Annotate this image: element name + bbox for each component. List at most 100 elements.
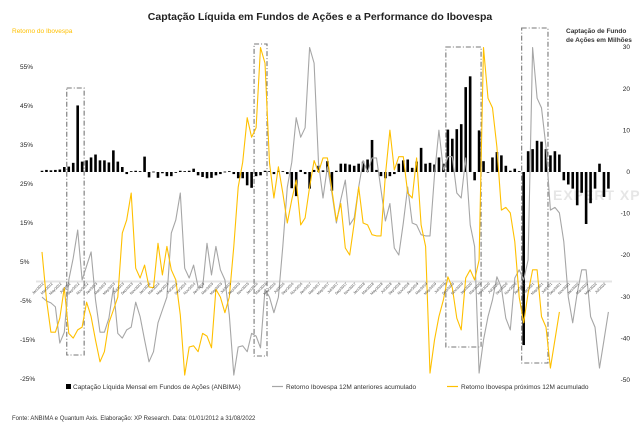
bar: [388, 172, 392, 177]
bar: [343, 163, 347, 172]
left-tick-label: 25%: [20, 181, 33, 188]
bar: [223, 171, 227, 173]
highlight-box: [521, 27, 549, 364]
bar: [602, 172, 606, 197]
bar: [504, 165, 508, 172]
highlight-box: [253, 43, 268, 357]
bar: [330, 172, 334, 191]
bar: [312, 169, 316, 172]
bar: [517, 171, 521, 172]
legend-bars-label: Captação Líquida Mensal em Fundos de Açõ…: [73, 384, 241, 391]
left-axis-title: Retorno do Ibovespa: [12, 28, 73, 35]
bar: [549, 155, 552, 172]
bar: [156, 172, 160, 178]
bar: [397, 163, 401, 172]
bar: [455, 129, 459, 172]
bar: [303, 172, 307, 175]
bar: [290, 172, 294, 189]
right-tick-label: 30: [623, 44, 631, 51]
bar: [67, 166, 71, 172]
bar: [201, 172, 204, 177]
left-tick-label: -15%: [20, 337, 35, 344]
bar: [245, 172, 249, 186]
bar: [187, 170, 191, 172]
bar: [366, 159, 369, 172]
watermark: EXPERT XP: [553, 187, 640, 203]
bar: [562, 172, 566, 181]
bar: [335, 170, 338, 172]
right-tick-label: -20: [621, 252, 631, 259]
bar: [299, 169, 302, 172]
left-tick-label: 15%: [20, 220, 33, 227]
bar: [495, 152, 499, 172]
bar: [272, 172, 276, 175]
bar: [513, 168, 517, 172]
bar: [210, 172, 213, 178]
bar: [183, 171, 187, 172]
bar: [228, 171, 231, 172]
bar: [317, 165, 320, 172]
legend-gray-label: Retorno Ibovespa 12M anteriores acumulad…: [286, 384, 416, 391]
footer-source: Fonte: ANBIMA e Quantum Axis. Elaboração…: [12, 416, 256, 422]
right-tick-label: -40: [621, 335, 631, 342]
bar: [205, 172, 209, 179]
right-tick-label: 0: [626, 169, 630, 176]
right-tick-label: -50: [621, 377, 631, 384]
left-tick-label: 5%: [20, 259, 30, 266]
bar: [192, 168, 195, 172]
bar: [464, 87, 467, 172]
legend-bar-swatch: [66, 384, 71, 389]
right-axis-title-line2: de Ações em Milhões: [566, 37, 632, 44]
bar: [80, 161, 84, 172]
bar: [94, 154, 97, 172]
right-tick-label: 20: [623, 86, 631, 93]
bar: [286, 172, 289, 175]
bar: [178, 170, 182, 172]
bar: [54, 169, 57, 172]
bar: [71, 162, 75, 172]
bar: [393, 172, 396, 175]
right-tick-label: -10: [621, 211, 631, 218]
bar: [259, 172, 262, 176]
bar: [107, 162, 111, 172]
bar: [348, 164, 352, 172]
highlight-box: [445, 46, 482, 348]
bar: [401, 160, 405, 172]
right-axis-title-line1: Captação de Fundo: [566, 28, 626, 35]
bar: [138, 171, 142, 172]
bar: [165, 172, 169, 177]
bar: [482, 161, 485, 172]
bar: [120, 167, 124, 172]
bar: [584, 172, 588, 224]
left-tick-label: -5%: [20, 298, 32, 305]
bar: [125, 172, 129, 175]
bar: [491, 157, 494, 172]
bar: [58, 169, 62, 172]
bar: [45, 169, 48, 172]
bar: [451, 138, 454, 172]
bar: [433, 164, 436, 172]
bar: [49, 170, 53, 172]
bar: [526, 151, 530, 172]
bar: [459, 124, 463, 172]
bar: [116, 161, 120, 172]
left-tick-label: 35%: [20, 142, 33, 149]
bar: [607, 172, 610, 189]
right-tick-label: 10: [623, 127, 631, 134]
bar: [446, 129, 450, 172]
bar: [375, 169, 378, 172]
bar: [437, 157, 441, 172]
bar: [361, 161, 365, 172]
left-tick-label: 55%: [20, 64, 33, 71]
bar: [473, 172, 476, 181]
bar: [98, 160, 102, 172]
orange-line-series: [41, 46, 560, 376]
right-tick-label: -30: [621, 294, 631, 301]
bar: [419, 147, 423, 172]
bar: [544, 149, 548, 172]
gray-line-series: [41, 46, 609, 376]
bar: [112, 150, 115, 172]
bar: [40, 170, 44, 172]
bar: [357, 163, 360, 172]
